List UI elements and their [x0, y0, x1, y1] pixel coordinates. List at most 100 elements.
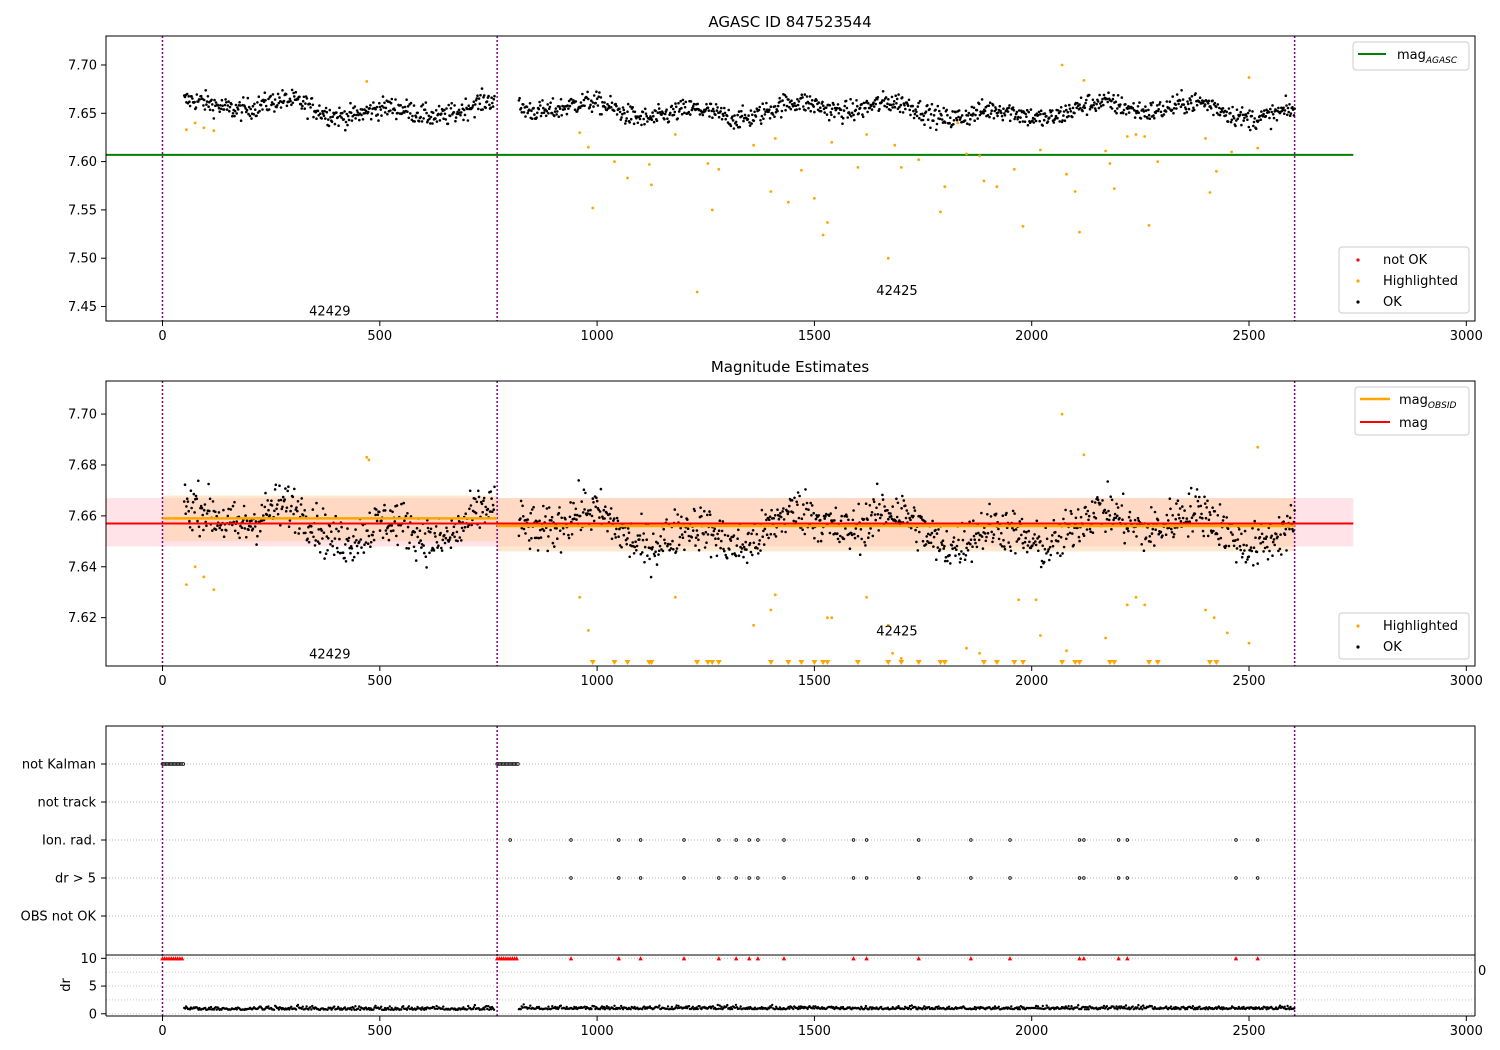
agasc-ok-point: [819, 109, 823, 113]
dr-point: [1150, 1005, 1154, 1008]
magnitude-ok-point: [251, 527, 255, 530]
magnitude-ok-point: [1206, 499, 1209, 503]
magnitude-ok-point: [338, 551, 342, 555]
magnitude-ok-point: [231, 504, 235, 508]
flag-marker: [617, 838, 621, 842]
magnitude-ok-point: [618, 527, 621, 531]
magnitude-ok-point: [1021, 542, 1025, 545]
agasc-ok-point: [906, 104, 910, 107]
agasc-ok-point: [376, 113, 380, 116]
agasc-ok-point: [893, 105, 897, 109]
agasc-ok-point: [442, 117, 445, 120]
magnitude-ok-point: [776, 508, 779, 512]
magnitude-ok-point: [1272, 538, 1276, 541]
magnitude-ok-point: [423, 551, 426, 555]
magnitude-ok-point: [693, 509, 696, 513]
dr-point: [1123, 1007, 1127, 1010]
magnitude-ok-point: [432, 549, 436, 552]
agasc-ok-point: [889, 108, 892, 112]
dr-flag-marker: [179, 956, 185, 961]
dr-point: [778, 1006, 782, 1009]
agasc-ok-point: [1084, 101, 1087, 105]
agasc-ok-point: [1094, 109, 1098, 112]
magnitude-ok-point: [946, 559, 949, 563]
magnitude-ok-point: [598, 516, 601, 519]
agasc-highlighted-point: [1078, 230, 1081, 234]
agasc-ok-point: [233, 109, 237, 113]
agasc-ok-point: [817, 101, 821, 104]
agasc-ok-point: [1229, 111, 1232, 115]
magnitude-ok-point: [404, 514, 408, 518]
agasc-ok-point: [1190, 95, 1194, 98]
agasc-highlighted-point: [578, 131, 582, 135]
agasc-ok-point: [204, 89, 207, 92]
magnitude-ok-point: [275, 507, 278, 511]
dr-point: [1118, 1005, 1121, 1008]
magnitude-x-tick-label: 500: [367, 674, 392, 689]
magnitude-ok-point: [424, 555, 428, 558]
magnitude-ok-point: [784, 530, 787, 534]
agasc-ok-point: [830, 107, 834, 111]
magnitude-ok-point: [779, 515, 783, 519]
magnitude-ok-point: [782, 518, 786, 521]
magnitude-ok-point: [886, 509, 889, 512]
agasc-highlighted-point: [1108, 162, 1112, 165]
magnitude-ok-point: [999, 543, 1002, 546]
dr-point: [1067, 1005, 1070, 1008]
agasc-ok-point: [1198, 96, 1202, 99]
magnitude-ok-point: [966, 549, 970, 552]
agasc-ok-point: [349, 111, 353, 114]
agasc-ok-point: [211, 109, 215, 112]
agasc-ok-point: [1213, 101, 1217, 105]
agasc-ok-point: [1065, 108, 1068, 112]
dr-point: [309, 1006, 312, 1009]
agasc-ok-point: [701, 113, 705, 117]
agasc-ok-point: [325, 110, 329, 114]
magnitude-ok-point: [904, 516, 908, 520]
dr-point: [350, 1008, 353, 1011]
magnitude-ok-point: [274, 483, 278, 487]
magnitude-ok-point: [322, 531, 326, 534]
agasc-ok-point: [638, 117, 642, 121]
magnitude-ok-point: [185, 505, 188, 508]
magnitude-ok-point: [809, 501, 812, 505]
dr-point: [1264, 1006, 1267, 1009]
agasc-ok-point: [517, 99, 521, 102]
magnitude-ok-point: [1199, 504, 1203, 508]
flag-marker: [1077, 876, 1082, 880]
agasc-ok-point: [624, 122, 627, 125]
agasc-ok-point: [824, 106, 828, 109]
agasc-ok-point: [720, 106, 723, 110]
magnitude-ok-point: [288, 519, 292, 522]
agasc-ok-point: [691, 104, 695, 108]
agasc-ok-point: [533, 113, 536, 116]
magnitude-ok-point: [491, 503, 495, 507]
agasc-ok-point: [394, 98, 397, 101]
agasc-ok-point: [347, 118, 351, 122]
magnitude-ok-point: [1120, 504, 1124, 507]
magnitude-ok-point: [547, 506, 551, 509]
magnitude-ok-point: [1056, 540, 1060, 543]
dr-point: [1207, 1008, 1210, 1011]
agasc-ok-point: [618, 107, 621, 111]
magnitude-ok-point: [618, 544, 622, 547]
agasc-ok-point: [570, 97, 573, 101]
agasc-ok-point: [632, 122, 636, 126]
dr-point: [357, 1007, 360, 1010]
dr-point: [294, 1008, 298, 1011]
magnitude-ok-point: [1110, 527, 1113, 531]
agasc-ok-point: [610, 101, 614, 104]
agasc-ok-point: [677, 110, 681, 113]
below-range-marker: [589, 660, 596, 665]
dr-point: [698, 1005, 701, 1008]
agasc-ok-point: [720, 117, 724, 121]
dr-point: [1034, 1006, 1037, 1010]
agasc-ok-point: [1138, 101, 1141, 104]
magnitude-ok-point: [706, 533, 710, 536]
dr-point: [641, 1008, 644, 1011]
magnitude-ok-point: [1059, 554, 1062, 557]
agasc-ok-point: [725, 114, 729, 118]
agasc-highlighted-point: [1143, 135, 1147, 138]
magnitude-ok-point: [751, 529, 755, 532]
magnitude-ok-point: [551, 541, 555, 545]
